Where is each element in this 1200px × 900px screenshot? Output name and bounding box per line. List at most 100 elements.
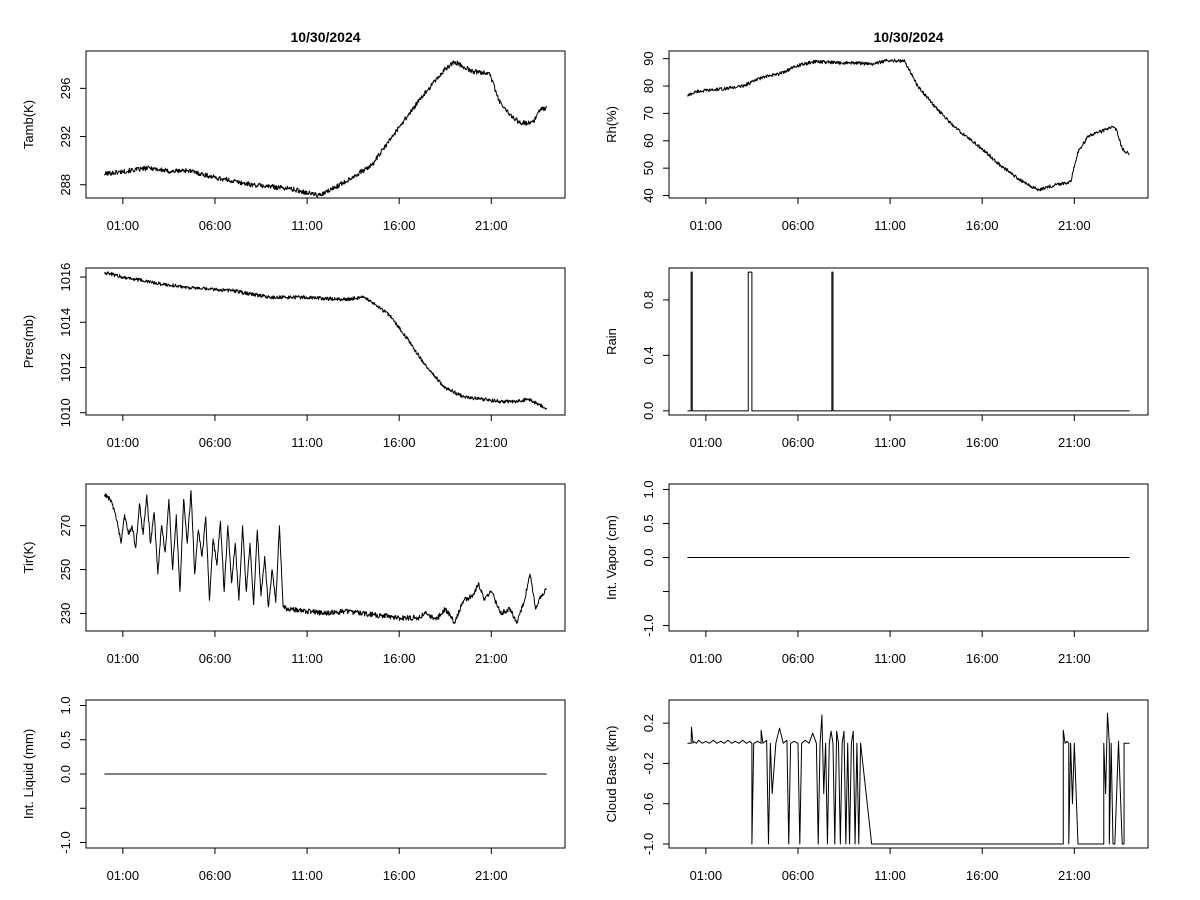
chart-title: 10/30/2024 [873, 29, 943, 45]
x-tick-label: 06:00 [199, 435, 232, 450]
x-tick-label: 06:00 [782, 868, 815, 883]
plot-frame [668, 50, 1149, 199]
x-tick-label: 16:00 [383, 218, 416, 233]
panel-right-1: 10/30/2024 01:00 06:00 11:00 16:00 21:00 40 50 6… [604, 29, 1149, 233]
y-tick-label: 250 [58, 559, 73, 581]
y-tick-label: 1.0 [58, 696, 73, 714]
x-tick-label: 16:00 [966, 218, 999, 233]
series-line-pres [103, 271, 548, 410]
y-tick-label: 288 [58, 174, 73, 196]
panel-left-1: 10/30/2024 01:00 06:00 11:00 16:00 21:00 288 29… [21, 29, 566, 233]
plot-frame [668, 267, 1149, 416]
y-tick-label: 0.5 [641, 514, 656, 532]
x-tick-label: 11:00 [874, 435, 906, 450]
y-tick-label: 90 [641, 51, 656, 65]
y-tick-label: -1.0 [641, 833, 656, 855]
y-tick-label: 270 [58, 515, 73, 537]
x-tick-label: 01:00 [107, 651, 140, 666]
y-tick-label: 296 [58, 78, 73, 100]
x-tick-label: 21:00 [475, 651, 508, 666]
x-tick-label: 06:00 [782, 435, 815, 450]
x-tick-label: 06:00 [782, 218, 815, 233]
y-axis-label: Tir(K) [21, 541, 36, 573]
x-tick-label: 11:00 [291, 651, 323, 666]
y-tick-label: -0.2 [641, 752, 656, 774]
x-tick-label: 01:00 [107, 868, 140, 883]
x-tick-label: 16:00 [966, 651, 999, 666]
plot-frame [668, 699, 1149, 849]
y-axis-label: Cloud Base (km) [604, 726, 619, 823]
series-line-tamb [103, 60, 548, 198]
x-tick-label: 01:00 [107, 218, 140, 233]
x-tick-label: 11:00 [291, 435, 323, 450]
panel-right-4: 01:00 06:00 11:00 16:00 21:00 -1.0 -0.6 -0.2 0.2… [604, 699, 1149, 883]
x-tick-label: 06:00 [782, 651, 815, 666]
y-tick-label: 1014 [58, 308, 73, 337]
x-tick-label: 06:00 [199, 868, 232, 883]
y-tick-label: 40 [641, 188, 656, 202]
series-line-rh [687, 58, 1130, 192]
panel-right-3: 01:00 06:00 11:00 16:00 21:00 -1.0 0.0 0.5 1.0 In… [604, 480, 1149, 666]
y-tick-label: 1.0 [641, 480, 656, 498]
panel-left-3: 01:00 06:00 11:00 16:00 21:00 230 250 270 Tir(K) [21, 483, 566, 666]
plot-frame [85, 50, 566, 199]
x-tick-label: 21:00 [475, 218, 508, 233]
x-tick-label: 11:00 [291, 868, 323, 883]
plot-frame [85, 267, 566, 416]
y-axis-label: Rh(%) [604, 106, 619, 143]
y-axis-label: Int. Liquid (mm) [21, 729, 36, 819]
series-line-rain [687, 271, 1130, 412]
series-line-tir [103, 490, 547, 624]
y-tick-label: 0.0 [641, 548, 656, 566]
x-tick-label: 16:00 [383, 651, 416, 666]
x-tick-label: 21:00 [475, 868, 508, 883]
x-tick-label: 21:00 [1058, 651, 1091, 666]
x-tick-label: 06:00 [199, 651, 232, 666]
x-tick-label: 11:00 [874, 651, 906, 666]
panel-left-2: 01:00 06:00 11:00 16:00 21:00 1010 1012 1014 101… [21, 263, 566, 450]
y-tick-label: 1010 [58, 398, 73, 427]
y-tick-label: 50 [641, 161, 656, 175]
x-tick-label: 01:00 [107, 435, 140, 450]
y-tick-label: 70 [641, 106, 656, 120]
x-tick-label: 16:00 [383, 435, 416, 450]
y-tick-label: 0.0 [58, 765, 73, 783]
panel-right-2: 01:00 06:00 11:00 16:00 21:00 0.0 0.4 0.8 Rain [604, 267, 1149, 450]
y-tick-label: 0.2 [641, 714, 656, 732]
x-tick-label: 16:00 [966, 868, 999, 883]
y-tick-label: -0.6 [641, 792, 656, 814]
y-tick-label: 80 [641, 79, 656, 93]
x-tick-label: 01:00 [690, 218, 723, 233]
y-tick-label: 0.5 [58, 731, 73, 749]
x-tick-label: 21:00 [475, 435, 508, 450]
x-tick-label: 11:00 [874, 868, 906, 883]
x-tick-label: 21:00 [1058, 868, 1091, 883]
chart-title: 10/30/2024 [290, 29, 360, 45]
panel-left-4: 01:00 06:00 11:00 16:00 21:00 -1.0 0.0 0.5 1.0 In… [21, 696, 566, 883]
x-tick-label: 06:00 [199, 218, 232, 233]
y-tick-label: -1.0 [58, 831, 73, 853]
y-axis-label: Pres(mb) [21, 315, 36, 368]
x-tick-label: 01:00 [690, 651, 723, 666]
x-tick-label: 21:00 [1058, 218, 1091, 233]
x-tick-label: 01:00 [690, 868, 723, 883]
y-tick-label: 1016 [58, 263, 73, 292]
y-tick-label: 0.8 [641, 291, 656, 309]
x-tick-label: 21:00 [1058, 435, 1091, 450]
x-tick-label: 16:00 [966, 435, 999, 450]
y-tick-label: 60 [641, 134, 656, 148]
y-axis-label: Rain [604, 328, 619, 355]
y-tick-label: -1.0 [641, 614, 656, 636]
y-tick-label: 1012 [58, 353, 73, 382]
plot-frame [85, 483, 566, 632]
x-tick-label: 11:00 [291, 218, 323, 233]
y-tick-label: 0.0 [641, 402, 656, 420]
x-tick-label: 16:00 [383, 868, 416, 883]
y-tick-label: 292 [58, 126, 73, 148]
series-line-cloud-base [687, 712, 1130, 845]
y-axis-label: Int. Vapor (cm) [604, 515, 619, 600]
x-tick-label: 01:00 [690, 435, 723, 450]
x-tick-label: 11:00 [874, 218, 906, 233]
